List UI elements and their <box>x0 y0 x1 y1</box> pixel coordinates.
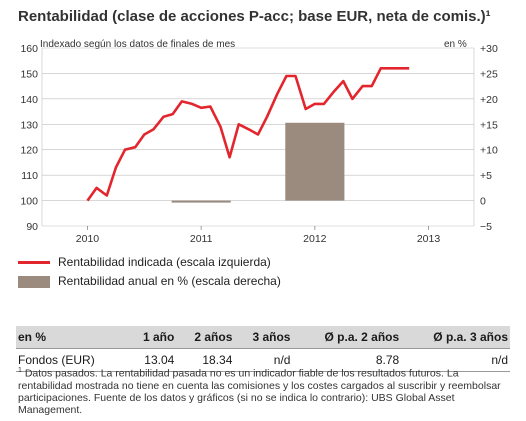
left-tick-label: 140 <box>20 94 38 106</box>
table-cell: n/d <box>234 348 293 372</box>
left-tick-label: 160 <box>20 43 38 55</box>
left-axis-note: Indexado según los datos de finales de m… <box>40 39 235 50</box>
footnote-marker: 1 <box>18 367 22 374</box>
x-tick-label: 2010 <box>76 233 100 245</box>
footnote: 1 Datos pasados. La rentabilidad pasada … <box>18 365 512 416</box>
table-cell: 13.04 <box>127 348 177 372</box>
left-tick-label: 130 <box>20 119 38 131</box>
left-tick-label: 120 <box>20 145 38 157</box>
right-tick-label: +30 <box>480 43 498 55</box>
line-series <box>86 67 410 202</box>
table-cell: n/d <box>401 348 510 372</box>
table-header: 3 años <box>234 326 293 349</box>
right-tick-label: −5 <box>480 221 492 233</box>
right-tick-label: +25 <box>480 68 498 80</box>
table-row: Fondos (EUR) 13.04 18.34 n/d 8.78 n/d <box>16 348 510 372</box>
bars-series <box>171 122 345 203</box>
x-tick-label: 2013 <box>417 233 441 245</box>
right-tick-label: +5 <box>480 170 492 182</box>
footnote-text: Datos pasados. La rentabilidad pasada no… <box>18 367 501 416</box>
legend-item-line: Rentabilidad indicada (escala izquierda) <box>18 255 271 269</box>
right-tick-label: +15 <box>480 119 498 131</box>
left-tick-label: 100 <box>20 196 38 208</box>
chart-title: Rentabilidad (clase de acciones P-acc; b… <box>18 8 491 25</box>
table-header: Ø p.a. 3 años <box>401 326 510 349</box>
table-header: 1 año <box>127 326 177 349</box>
table-cell: 8.78 <box>292 348 402 372</box>
performance-chart: Indexado según los datos de finales de m… <box>20 39 498 245</box>
right-tick-label: +10 <box>480 145 498 157</box>
left-tick-label: 150 <box>20 68 38 80</box>
legend-swatch-line <box>18 261 50 265</box>
legend-label-line: Rentabilidad indicada (escala izquierda) <box>58 255 271 269</box>
table-header: Ø p.a. 2 años <box>292 326 402 349</box>
bar-2011 <box>171 200 231 203</box>
table-header: en % <box>16 326 128 349</box>
table-header: 2 años <box>176 326 235 349</box>
right-axis-note: en % <box>444 39 467 50</box>
right-tick-label: 0 <box>480 196 486 208</box>
left-tick-label: 110 <box>21 170 38 182</box>
legend-label-bar: Rentabilidad anual en % (escala derecha) <box>58 274 281 288</box>
x-tick-label: 2012 <box>303 233 327 245</box>
legend-item-bar: Rentabilidad anual en % (escala derecha) <box>18 274 281 288</box>
legend-swatch-bar <box>18 275 50 288</box>
bar-2012 <box>285 122 345 201</box>
grid <box>41 47 475 227</box>
table-cell: 18.34 <box>176 348 235 372</box>
axes: 160 +30 150 +25 140 +20 130 +15 120 +10 110 +5 100 0 9… <box>20 43 498 245</box>
table-header-row: en % 1 año 2 años 3 años Ø p.a. 2 años Ø… <box>16 326 510 349</box>
left-tick-label: 90 <box>26 221 38 233</box>
line-indexed-performance <box>86 67 410 202</box>
table-cell: Fondos (EUR) <box>16 348 128 372</box>
right-tick-label: +20 <box>480 94 498 106</box>
performance-table: en % 1 año 2 años 3 años Ø p.a. 2 años Ø… <box>16 326 510 372</box>
x-tick-label: 2011 <box>190 233 213 245</box>
